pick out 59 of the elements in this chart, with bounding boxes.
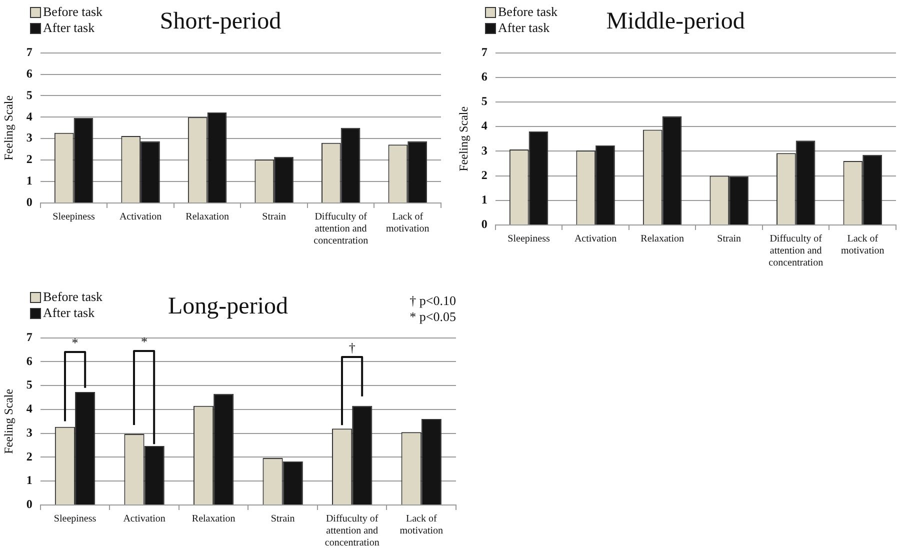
y-tick-label: 3 <box>481 143 488 158</box>
legend-label: Before task <box>498 4 558 20</box>
y-tick-label: 4 <box>26 402 32 416</box>
y-tick-label: 1 <box>26 473 32 488</box>
text: † p<0.10 <box>410 293 456 309</box>
legend-label: Before task <box>43 4 103 20</box>
y-tick-label: 5 <box>26 88 32 102</box>
x-tick-label: Sleepiness <box>54 514 96 525</box>
y-tick-label: 2 <box>481 168 488 182</box>
annotation: * <box>70 335 80 350</box>
x-tick-label: Sleepiness <box>508 234 550 245</box>
text: * p<0.05 <box>410 309 456 325</box>
y-axis-title: Feeling Scale <box>1 388 16 454</box>
y-tick-label: 1 <box>481 192 488 206</box>
x-tick-label: Relaxation <box>640 234 684 245</box>
y-tick-label: 7 <box>26 330 32 344</box>
y-tick-label: 6 <box>26 354 32 368</box>
x-tick-label: Lack of motivation <box>400 514 444 537</box>
x-tick-label: Relaxation <box>186 212 229 223</box>
y-tick-label: 1 <box>26 174 32 188</box>
y-axis-title: Feeling Scale <box>456 106 470 172</box>
y-tick-label: 6 <box>26 66 32 80</box>
y-tick-label: 0 <box>26 497 32 512</box>
y-tick-label: 7 <box>26 44 32 59</box>
y-tick-label: 2 <box>26 152 32 166</box>
legend-label: Before task <box>43 289 103 305</box>
y-tick-label: 5 <box>481 94 488 108</box>
y-axis-title: Feeling Scale <box>1 95 16 160</box>
annotation: * <box>140 334 149 349</box>
chart-title: Middle-period <box>606 8 745 35</box>
legend-label: After task <box>43 20 95 36</box>
y-tick-label: 6 <box>481 69 488 84</box>
x-tick-label: Strain <box>717 234 742 245</box>
y-tick-label: 4 <box>26 109 32 124</box>
y-tick-label: 2 <box>26 449 32 464</box>
y-tick-label: 7 <box>481 44 488 59</box>
x-tick-label: Activation <box>119 212 162 223</box>
y-tick-label: 3 <box>26 130 32 145</box>
annotation: † <box>348 340 356 355</box>
y-tick-label: 4 <box>481 118 488 133</box>
x-tick-label: Lack of motivation <box>386 212 430 235</box>
x-tick-label: Diffuculty of attention and concentration <box>314 212 368 247</box>
y-tick-label: 3 <box>26 425 32 440</box>
legend-label: After task <box>43 305 95 321</box>
x-tick-label: Diffuculty of attention and concentration <box>768 234 824 269</box>
x-tick-label: Lack of motivation <box>840 234 884 257</box>
x-tick-label: Activation <box>123 514 166 525</box>
x-tick-label: Relaxation <box>192 514 236 525</box>
x-tick-label: Activation <box>574 234 617 245</box>
chart-title: Short-period <box>160 8 282 35</box>
y-tick-label: 0 <box>26 195 32 210</box>
chart-title: Long-period <box>168 294 288 320</box>
x-tick-label: Diffuculty of attention and concentration <box>324 514 380 549</box>
y-tick-label: 5 <box>26 378 32 392</box>
x-tick-label: Sleepiness <box>52 212 95 223</box>
y-tick-label: 0 <box>481 217 488 232</box>
legend-label: After task <box>498 20 550 36</box>
x-tick-label: Strain <box>262 212 286 223</box>
x-tick-label: Strain <box>270 514 295 525</box>
